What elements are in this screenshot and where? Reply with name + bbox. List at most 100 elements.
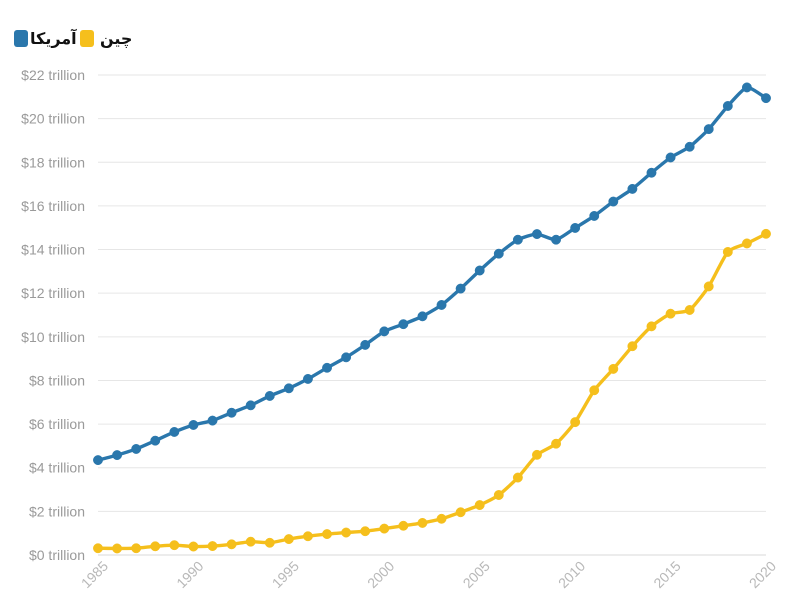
data-point-usa-1986[interactable]	[112, 450, 123, 461]
data-point-usa-2017[interactable]	[703, 124, 714, 135]
data-point-china-1990[interactable]	[188, 541, 199, 552]
data-point-usa-2002[interactable]	[417, 311, 428, 322]
data-point-china-2006[interactable]	[493, 490, 504, 500]
series-line-china	[96, 232, 768, 551]
data-point-china-2016[interactable]	[684, 305, 695, 315]
data-point-china-2010[interactable]	[570, 417, 581, 428]
y-tick-label-14-trillion: $14 trillion	[21, 242, 85, 258]
data-point-usa-2015[interactable]	[665, 152, 676, 163]
y-tick-label-6-trillion: $6 trillion	[29, 416, 85, 432]
data-point-china-2017[interactable]	[703, 281, 714, 292]
data-point-usa-1999[interactable]	[360, 339, 371, 350]
data-point-usa-2012[interactable]	[608, 196, 619, 207]
legend-swatch-usa	[14, 30, 28, 47]
data-point-china-1996[interactable]	[302, 531, 313, 542]
data-point-china-2008[interactable]	[532, 449, 542, 460]
data-point-usa-2014[interactable]	[646, 167, 657, 178]
y-tick-label-2-trillion: $2 trillion	[29, 503, 85, 519]
data-point-usa-1996[interactable]	[302, 373, 313, 384]
legend-swatch-china	[80, 30, 94, 47]
data-point-usa-2007[interactable]	[512, 234, 523, 245]
data-point-china-2002[interactable]	[417, 517, 428, 528]
data-point-china-1986[interactable]	[112, 543, 123, 554]
data-point-usa-1989[interactable]	[169, 426, 180, 437]
data-point-usa-1988[interactable]	[150, 435, 161, 446]
data-point-china-2003[interactable]	[436, 513, 447, 524]
y-tick-label-18-trillion: $18 trillion	[21, 154, 85, 170]
data-point-china-2005[interactable]	[474, 500, 485, 510]
data-point-usa-2005[interactable]	[474, 265, 485, 276]
data-point-usa-2010[interactable]	[570, 222, 581, 233]
data-point-usa-2008[interactable]	[532, 229, 542, 240]
data-point-usa-2009[interactable]	[551, 234, 562, 245]
data-point-china-2013[interactable]	[627, 341, 638, 352]
data-point-usa-1993[interactable]	[245, 400, 256, 411]
x-tick-label-1995: 1995	[269, 558, 302, 591]
data-point-usa-1985[interactable]	[93, 455, 103, 466]
data-point-china-2014[interactable]	[646, 321, 657, 332]
data-point-china-2001[interactable]	[398, 520, 409, 531]
data-point-usa-2019[interactable]	[741, 82, 752, 93]
data-point-china-2019[interactable]	[741, 238, 752, 249]
data-point-china-1994[interactable]	[264, 537, 275, 548]
data-point-china-1991[interactable]	[207, 541, 218, 552]
x-axis: 1985 1990 1995 2000 2005 2010 2015 2020	[78, 558, 779, 591]
data-point-usa-1994[interactable]	[264, 390, 275, 401]
data-point-china-1993[interactable]	[245, 536, 256, 547]
data-point-china-1997[interactable]	[322, 529, 332, 540]
y-tick-label-0-trillion: $0 trillion	[29, 547, 85, 563]
data-point-china-2004[interactable]	[455, 507, 466, 518]
data-point-china-1999[interactable]	[360, 526, 371, 537]
y-tick-label-12-trillion: $12 trillion	[21, 285, 85, 301]
data-point-usa-2018[interactable]	[722, 101, 733, 111]
data-point-china-1995[interactable]	[283, 534, 294, 545]
data-point-china-2018[interactable]	[722, 246, 733, 257]
data-point-china-1987[interactable]	[131, 543, 142, 554]
data-point-china-1988[interactable]	[150, 541, 161, 552]
y-tick-label-22-trillion: $22 trillion	[21, 67, 85, 83]
y-axis: $0 trillion $2 trillion $4 trillion $6 tril…	[21, 67, 85, 563]
series-line-usa	[96, 85, 768, 462]
x-tick-label-2005: 2005	[460, 558, 493, 591]
data-point-usa-2003[interactable]	[436, 300, 447, 310]
data-point-china-2020[interactable]	[761, 228, 771, 239]
x-tick-label-1990: 1990	[173, 558, 206, 591]
x-tick-label-2020: 2020	[746, 558, 779, 591]
data-point-usa-1997[interactable]	[322, 362, 332, 373]
data-point-china-2015[interactable]	[665, 308, 676, 319]
data-point-usa-1995[interactable]	[283, 383, 294, 394]
legend: آمریکا چین	[14, 28, 132, 49]
data-point-usa-2016[interactable]	[684, 141, 695, 152]
data-point-usa-2004[interactable]	[455, 283, 466, 294]
y-tick-label-4-trillion: $4 trillion	[29, 460, 85, 476]
data-point-usa-2011[interactable]	[589, 210, 600, 221]
data-point-china-2011[interactable]	[589, 385, 600, 396]
x-tick-label-2015: 2015	[650, 558, 683, 591]
data-point-china-1989[interactable]	[169, 540, 180, 551]
data-point-china-2009[interactable]	[551, 438, 562, 449]
data-point-usa-1998[interactable]	[341, 352, 352, 363]
data-point-usa-1991[interactable]	[207, 415, 218, 426]
data-point-usa-1990[interactable]	[188, 420, 199, 430]
data-point-china-1985[interactable]	[93, 543, 103, 554]
data-point-china-2007[interactable]	[512, 472, 523, 483]
data-point-usa-2006[interactable]	[493, 248, 504, 259]
data-point-china-2012[interactable]	[608, 363, 619, 374]
series-layer	[93, 82, 771, 554]
data-point-usa-2000[interactable]	[379, 326, 390, 337]
data-point-china-2000[interactable]	[379, 523, 390, 534]
data-point-usa-2020[interactable]	[761, 93, 771, 104]
data-point-china-1992[interactable]	[226, 539, 237, 550]
data-point-usa-1992[interactable]	[226, 407, 237, 418]
data-point-usa-1987[interactable]	[131, 444, 142, 454]
x-tick-label-2000: 2000	[364, 558, 397, 591]
grid-lines	[98, 74, 766, 556]
y-tick-label-20-trillion: $20 trillion	[21, 111, 85, 127]
data-point-usa-2013[interactable]	[627, 183, 638, 194]
y-tick-label-10-trillion: $10 trillion	[21, 329, 85, 345]
data-point-china-1998[interactable]	[341, 527, 352, 538]
x-tick-label-2010: 2010	[555, 558, 588, 591]
data-point-usa-2001[interactable]	[398, 319, 409, 330]
